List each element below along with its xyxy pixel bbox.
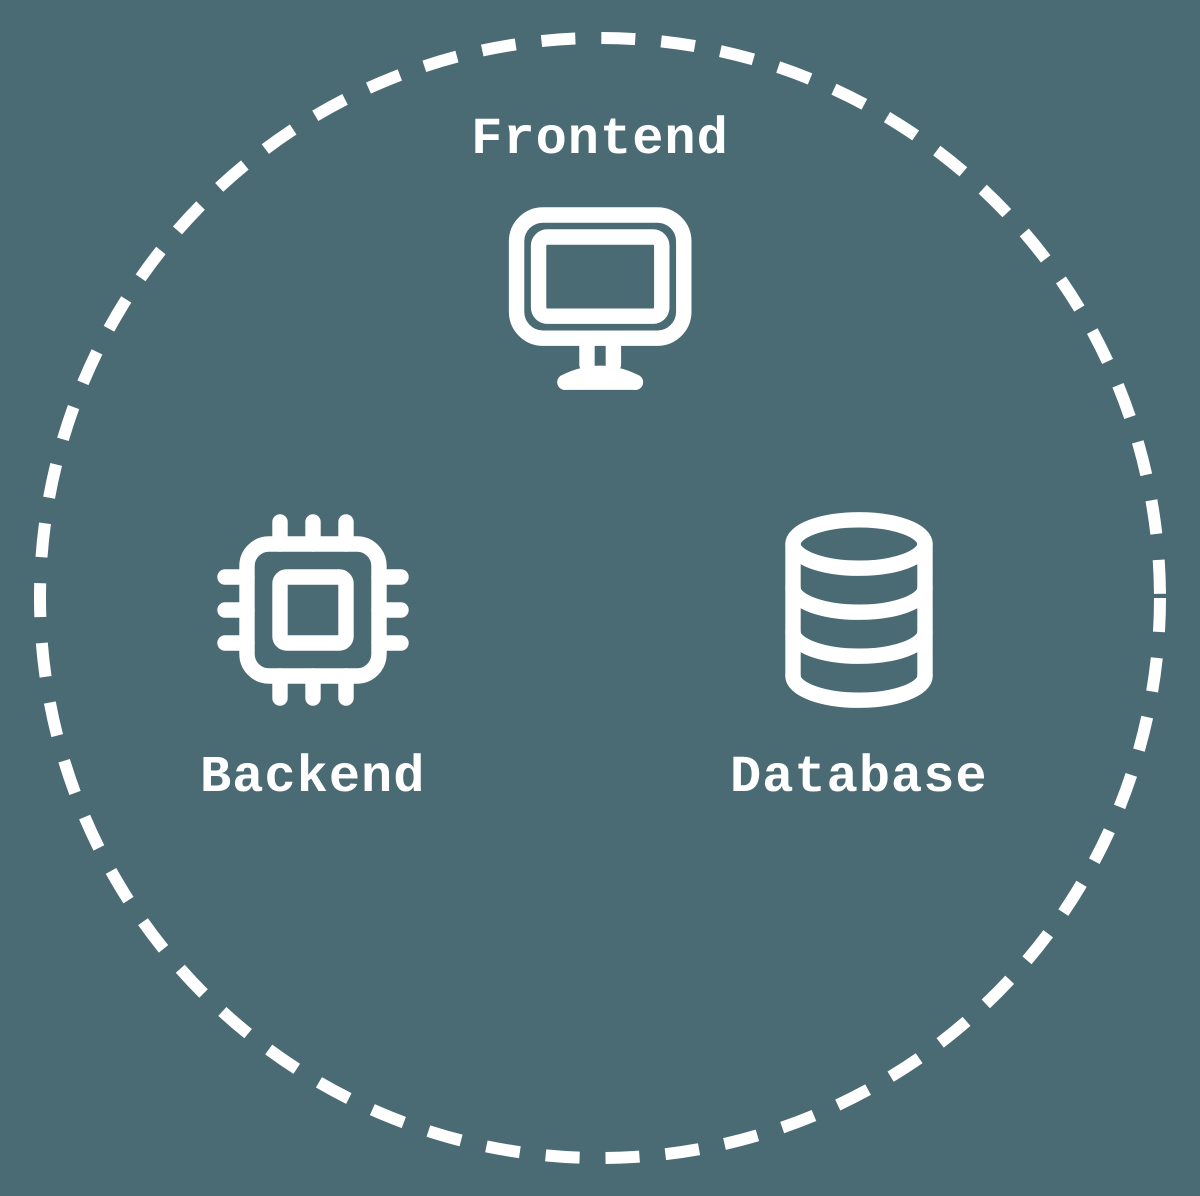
monitor-icon <box>490 193 710 413</box>
node-database: Database <box>730 500 988 807</box>
backend-label: Backend <box>200 748 425 807</box>
node-frontend: Frontend <box>471 110 729 413</box>
frontend-label: Frontend <box>471 110 729 169</box>
database-label: Database <box>730 748 988 807</box>
node-backend: Backend <box>200 500 425 807</box>
database-icon <box>749 500 969 720</box>
cpu-icon <box>203 500 423 720</box>
architecture-diagram: Frontend <box>0 0 1200 1196</box>
